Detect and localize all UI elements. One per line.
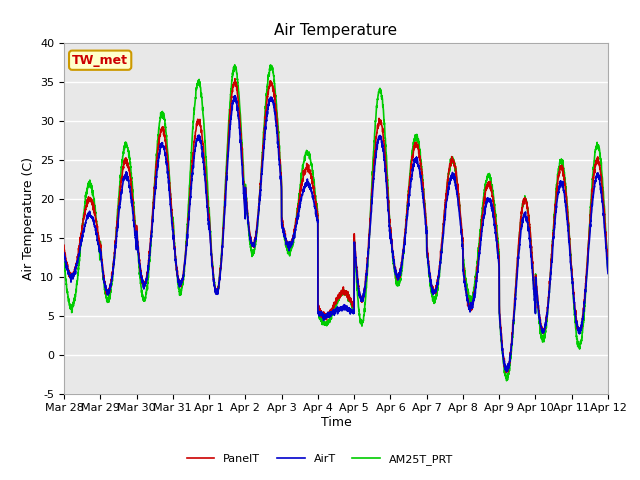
X-axis label: Time: Time	[321, 416, 351, 429]
Line: PanelT: PanelT	[64, 79, 608, 372]
AirT	[212, 291, 220, 297]
AM25T_PRT	[604, 267, 612, 273]
PanelT	[604, 262, 612, 268]
PanelT	[177, 282, 184, 288]
Line: AM25T_PRT: AM25T_PRT	[64, 65, 608, 381]
AM25T_PRT	[177, 288, 184, 293]
PanelT	[604, 265, 612, 271]
AirT	[503, 369, 511, 374]
Y-axis label: Air Temperature (C): Air Temperature (C)	[22, 157, 35, 280]
AM25T_PRT	[60, 259, 68, 265]
AirT	[553, 201, 561, 207]
Title: Air Temperature: Air Temperature	[275, 23, 397, 38]
PanelT	[389, 252, 397, 258]
Line: AirT: AirT	[64, 96, 608, 372]
PanelT	[553, 190, 561, 195]
Text: TW_met: TW_met	[72, 54, 128, 67]
PanelT	[212, 286, 220, 292]
AM25T_PRT	[399, 259, 406, 264]
AirT	[604, 271, 612, 276]
AM25T_PRT	[604, 268, 612, 274]
PanelT	[399, 252, 406, 258]
PanelT	[231, 76, 239, 82]
AM25T_PRT	[553, 181, 561, 187]
AirT	[60, 250, 68, 256]
PanelT	[502, 370, 510, 375]
AM25T_PRT	[212, 287, 220, 293]
AirT	[399, 253, 406, 259]
AirT	[177, 282, 184, 288]
AM25T_PRT	[231, 62, 239, 68]
AirT	[604, 269, 612, 275]
PanelT	[60, 242, 68, 248]
AM25T_PRT	[389, 258, 397, 264]
AirT	[231, 93, 239, 98]
AM25T_PRT	[503, 378, 511, 384]
AirT	[389, 255, 397, 261]
Legend: PanelT, AirT, AM25T_PRT: PanelT, AirT, AM25T_PRT	[182, 450, 458, 469]
